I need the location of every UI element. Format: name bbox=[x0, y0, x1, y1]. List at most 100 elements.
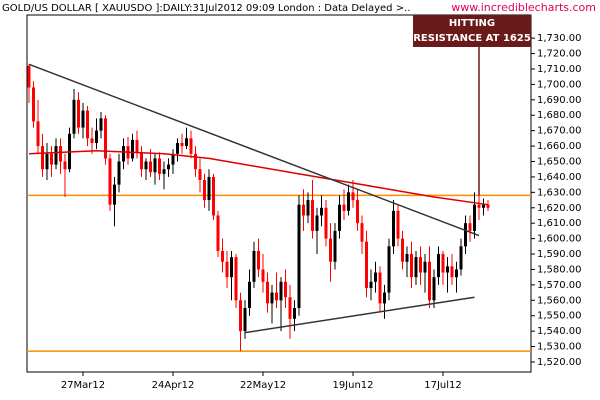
candle-body bbox=[288, 297, 292, 319]
candle-body bbox=[180, 142, 184, 147]
candle-body bbox=[140, 152, 143, 170]
y-tick-label: 1,610.00 bbox=[537, 218, 582, 229]
y-tick-label: 1,630.00 bbox=[537, 187, 582, 198]
candle-body bbox=[392, 210, 395, 247]
candle-body bbox=[108, 158, 112, 205]
candle-body bbox=[365, 241, 368, 288]
candle-body bbox=[239, 300, 242, 332]
candle-body bbox=[63, 161, 67, 170]
candle-body bbox=[86, 110, 89, 139]
y-tick-label: 1,550.00 bbox=[537, 311, 582, 322]
candle-body bbox=[212, 176, 215, 216]
candle-body bbox=[221, 250, 224, 262]
x-tick-label: 19Jun12 bbox=[332, 380, 373, 391]
candle-body bbox=[311, 200, 314, 231]
candle-body bbox=[482, 204, 485, 208]
candle-body bbox=[329, 238, 332, 262]
candle-body bbox=[135, 139, 139, 153]
candle-body bbox=[50, 153, 53, 165]
candle-body bbox=[266, 281, 269, 304]
candle-body bbox=[122, 146, 125, 162]
candle-body bbox=[306, 200, 310, 216]
y-tick-label: 1,560.00 bbox=[537, 295, 582, 306]
candle-body bbox=[203, 180, 206, 201]
chart-title: GOLD/US DOLLAR [ XAUUSDO ]:DAILY:31Jul20… bbox=[2, 3, 410, 14]
moving-average bbox=[28, 149, 489, 206]
candle-body bbox=[473, 204, 476, 231]
candle-body bbox=[486, 204, 490, 208]
candle-body bbox=[32, 87, 35, 122]
candle-body bbox=[27, 65, 31, 88]
candle-body bbox=[333, 230, 337, 262]
trend-line bbox=[244, 296, 475, 334]
y-tick-label: 1,700.00 bbox=[537, 79, 582, 90]
candle-body bbox=[410, 254, 413, 278]
candle-body bbox=[90, 138, 94, 143]
candle-body bbox=[468, 223, 472, 231]
candle-body bbox=[405, 254, 409, 262]
candle-body bbox=[261, 269, 265, 282]
candle-body bbox=[171, 153, 175, 165]
candle-body bbox=[360, 223, 364, 242]
candle-body bbox=[36, 121, 40, 147]
candle-body bbox=[198, 169, 202, 181]
x-tick-label: 24Apr12 bbox=[152, 380, 195, 391]
candle-body bbox=[45, 153, 49, 170]
y-tick-label: 1,580.00 bbox=[537, 264, 582, 275]
y-tick-label: 1,530.00 bbox=[537, 342, 582, 353]
candle-body bbox=[459, 246, 463, 270]
candle-body bbox=[77, 99, 80, 128]
candle-body bbox=[374, 272, 377, 282]
candle-body bbox=[158, 158, 161, 174]
x-tick-label: 17Jul12 bbox=[424, 380, 462, 391]
candle-body bbox=[351, 192, 355, 201]
candle-body bbox=[356, 200, 359, 224]
candle-body bbox=[302, 204, 305, 216]
candle-body bbox=[194, 153, 197, 170]
y-tick-label: 1,730.00 bbox=[537, 33, 582, 44]
candle-body bbox=[477, 204, 481, 208]
y-tick-label: 1,720.00 bbox=[537, 49, 582, 60]
candle-body bbox=[225, 261, 229, 278]
candle-body bbox=[396, 210, 400, 239]
candle-body bbox=[131, 139, 134, 159]
annotation-box bbox=[413, 15, 531, 47]
y-tick-label: 1,660.00 bbox=[537, 141, 582, 152]
candle-body bbox=[401, 238, 404, 262]
candle-body bbox=[234, 257, 238, 301]
candle-body bbox=[257, 250, 260, 270]
y-tick-label: 1,590.00 bbox=[537, 249, 582, 260]
candle-body bbox=[369, 281, 373, 288]
annotation-text: RESISTANCE AT 1625 bbox=[413, 33, 531, 44]
candle-body bbox=[167, 164, 170, 170]
candle-body bbox=[437, 254, 440, 278]
candle-body bbox=[347, 192, 350, 211]
y-tick-label: 1,520.00 bbox=[537, 357, 582, 368]
annotation-text: HITTING bbox=[449, 18, 495, 29]
plot-frame bbox=[26, 14, 532, 373]
candle-body bbox=[446, 266, 449, 273]
candle-body bbox=[104, 118, 107, 159]
candle-body bbox=[378, 272, 382, 304]
candle-body bbox=[95, 130, 98, 143]
y-tick-label: 1,710.00 bbox=[537, 64, 582, 75]
candle-body bbox=[320, 207, 323, 216]
candle-body bbox=[248, 281, 251, 309]
candle-body bbox=[387, 246, 391, 293]
candle-body bbox=[324, 207, 328, 239]
y-tick-label: 1,670.00 bbox=[537, 126, 582, 137]
y-tick-label: 1,680.00 bbox=[537, 110, 582, 121]
candle-body bbox=[207, 176, 211, 201]
y-tick-label: 1,650.00 bbox=[537, 157, 582, 168]
candle-body bbox=[275, 292, 278, 301]
candle-body bbox=[455, 269, 458, 278]
candle-body bbox=[423, 261, 427, 273]
y-tick-label: 1,570.00 bbox=[537, 280, 582, 291]
candle-body bbox=[230, 257, 233, 278]
candle-body bbox=[252, 250, 256, 282]
candle-body bbox=[153, 158, 157, 173]
candle-body bbox=[441, 254, 445, 273]
candle-body bbox=[41, 146, 44, 170]
